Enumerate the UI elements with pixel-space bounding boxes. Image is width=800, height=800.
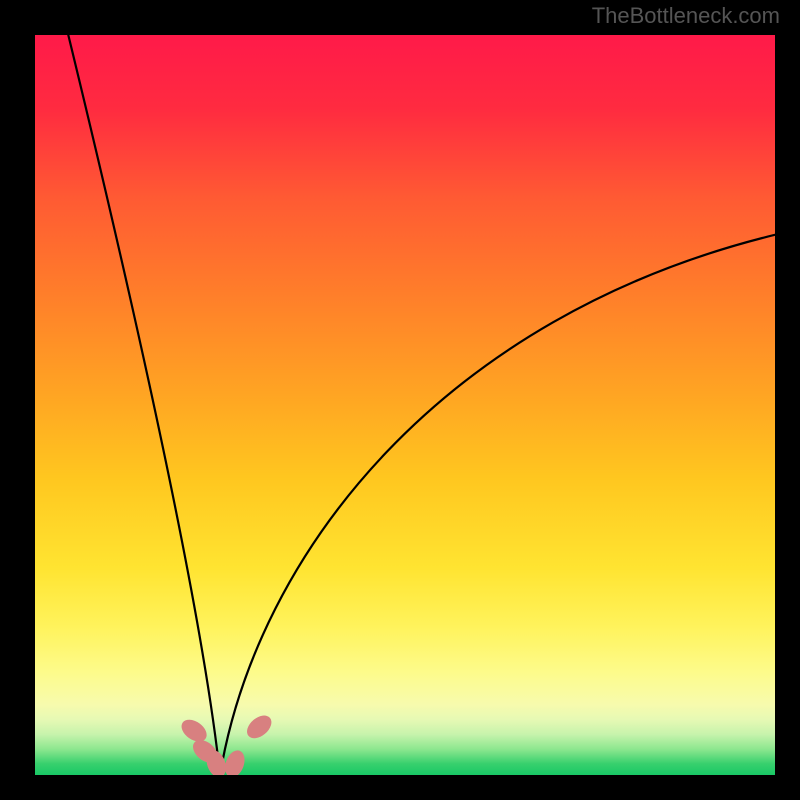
bottleneck-curve-chart [35,35,775,775]
gradient-background [35,35,775,775]
watermark-text: TheBottleneck.com [592,3,780,29]
